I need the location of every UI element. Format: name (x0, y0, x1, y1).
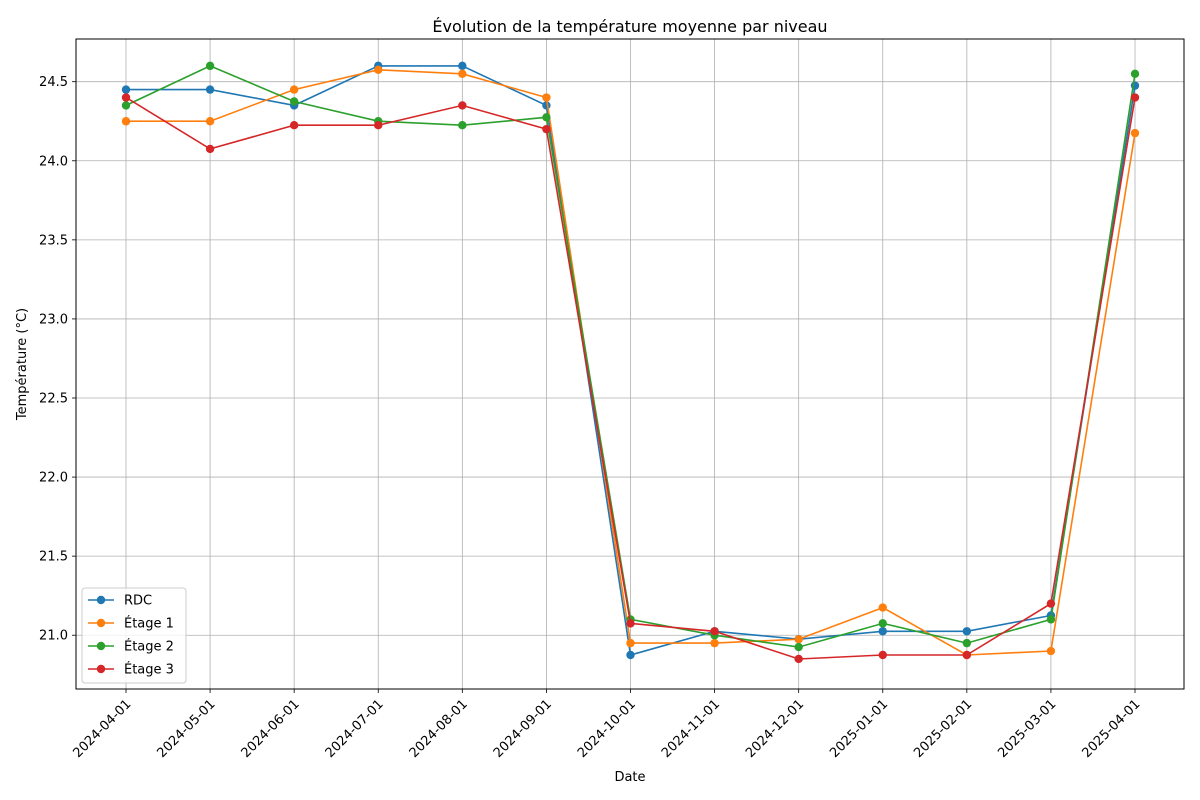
x-tick-label: 2025-03-01 (995, 697, 1059, 761)
data-point (794, 642, 803, 652)
data-point (878, 619, 887, 628)
data-point (542, 113, 551, 122)
data-point (962, 627, 972, 636)
data-point (1130, 93, 1140, 102)
legend-label: Étage 1 (124, 616, 174, 632)
y-tick-label: 24.5 (39, 75, 68, 90)
grid (76, 39, 1184, 689)
data-point (458, 120, 467, 130)
data-point (1130, 128, 1140, 138)
y-tick-label: 23.0 (39, 312, 68, 327)
legend-label: Étage 2 (124, 639, 174, 655)
x-tick-label: 2024-10-01 (575, 697, 639, 761)
data-point (289, 97, 299, 106)
y-tick-label: 22.5 (39, 392, 68, 407)
data-point (1046, 615, 1056, 624)
y-axis-label: Température (°C) (15, 308, 30, 421)
data-point (962, 638, 972, 648)
data-point (962, 650, 972, 660)
data-point (289, 85, 299, 94)
y-tick-label: 21.5 (39, 550, 68, 565)
data-point (1046, 599, 1056, 608)
data-point (626, 650, 635, 660)
data-point (458, 61, 467, 71)
data-point (458, 69, 467, 78)
legend: RDC Étage 1 Étage 2 Étage 3 (81, 587, 187, 684)
x-tick-label: 2024-05-01 (155, 697, 219, 761)
x-axis-label: Date (614, 770, 645, 785)
y-tick-label: 23.5 (39, 233, 68, 248)
data-point (878, 627, 887, 636)
data-point (121, 101, 131, 110)
legend-marker (96, 641, 106, 651)
data-point (205, 144, 215, 154)
x-tick-label: 2024-04-01 (70, 697, 134, 761)
data-point (374, 120, 383, 130)
data-point (626, 638, 635, 648)
x-tick-label: 2024-12-01 (743, 697, 807, 761)
data-point (542, 124, 551, 134)
series-group (121, 61, 1140, 664)
x-tick-label: 2025-04-01 (1079, 697, 1143, 761)
data-point (626, 619, 635, 628)
data-point (121, 117, 131, 126)
legend-marker (96, 664, 106, 674)
data-point (121, 93, 131, 102)
data-point (878, 603, 887, 612)
x-axis-ticks: 2024-04-01 2024-05-01 2024-06-01 2024-07-01… (70, 689, 1143, 761)
y-axis-ticks: 21.0 21.5 22.0 22.5 23.0 23.5 24.0 24.5 (39, 75, 76, 644)
legend-label: Étage 3 (124, 662, 174, 678)
data-point (710, 627, 719, 636)
data-point (205, 117, 215, 126)
y-tick-label: 24.0 (39, 154, 68, 169)
x-tick-label: 2024-11-01 (659, 697, 723, 761)
data-point (1046, 646, 1056, 656)
data-point (205, 61, 215, 71)
y-tick-label: 22.0 (39, 471, 68, 486)
legend-marker (96, 618, 106, 628)
data-point (878, 650, 887, 660)
data-point (794, 634, 803, 644)
data-point (710, 638, 719, 648)
x-tick-label: 2025-02-01 (911, 697, 975, 761)
data-point (374, 65, 383, 75)
y-tick-label: 21.0 (39, 629, 68, 644)
x-tick-label: 2024-06-01 (239, 697, 303, 761)
legend-label: RDC (124, 594, 152, 609)
series-3 (121, 93, 1140, 664)
data-point (205, 85, 215, 94)
data-point (1130, 69, 1140, 78)
data-point (794, 654, 803, 664)
chart-title: Évolution de la température moyenne par … (432, 17, 827, 36)
x-tick-label: 2025-01-01 (827, 697, 891, 761)
data-point (121, 85, 131, 94)
x-tick-label: 2024-09-01 (491, 697, 555, 761)
legend-marker (96, 595, 106, 605)
data-point (458, 101, 467, 110)
plot-area-frame (75, 38, 1185, 690)
x-tick-label: 2024-08-01 (407, 697, 471, 761)
data-point (289, 120, 299, 130)
data-point (542, 93, 551, 102)
x-tick-label: 2024-07-01 (323, 697, 387, 761)
legend-box (81, 587, 187, 684)
